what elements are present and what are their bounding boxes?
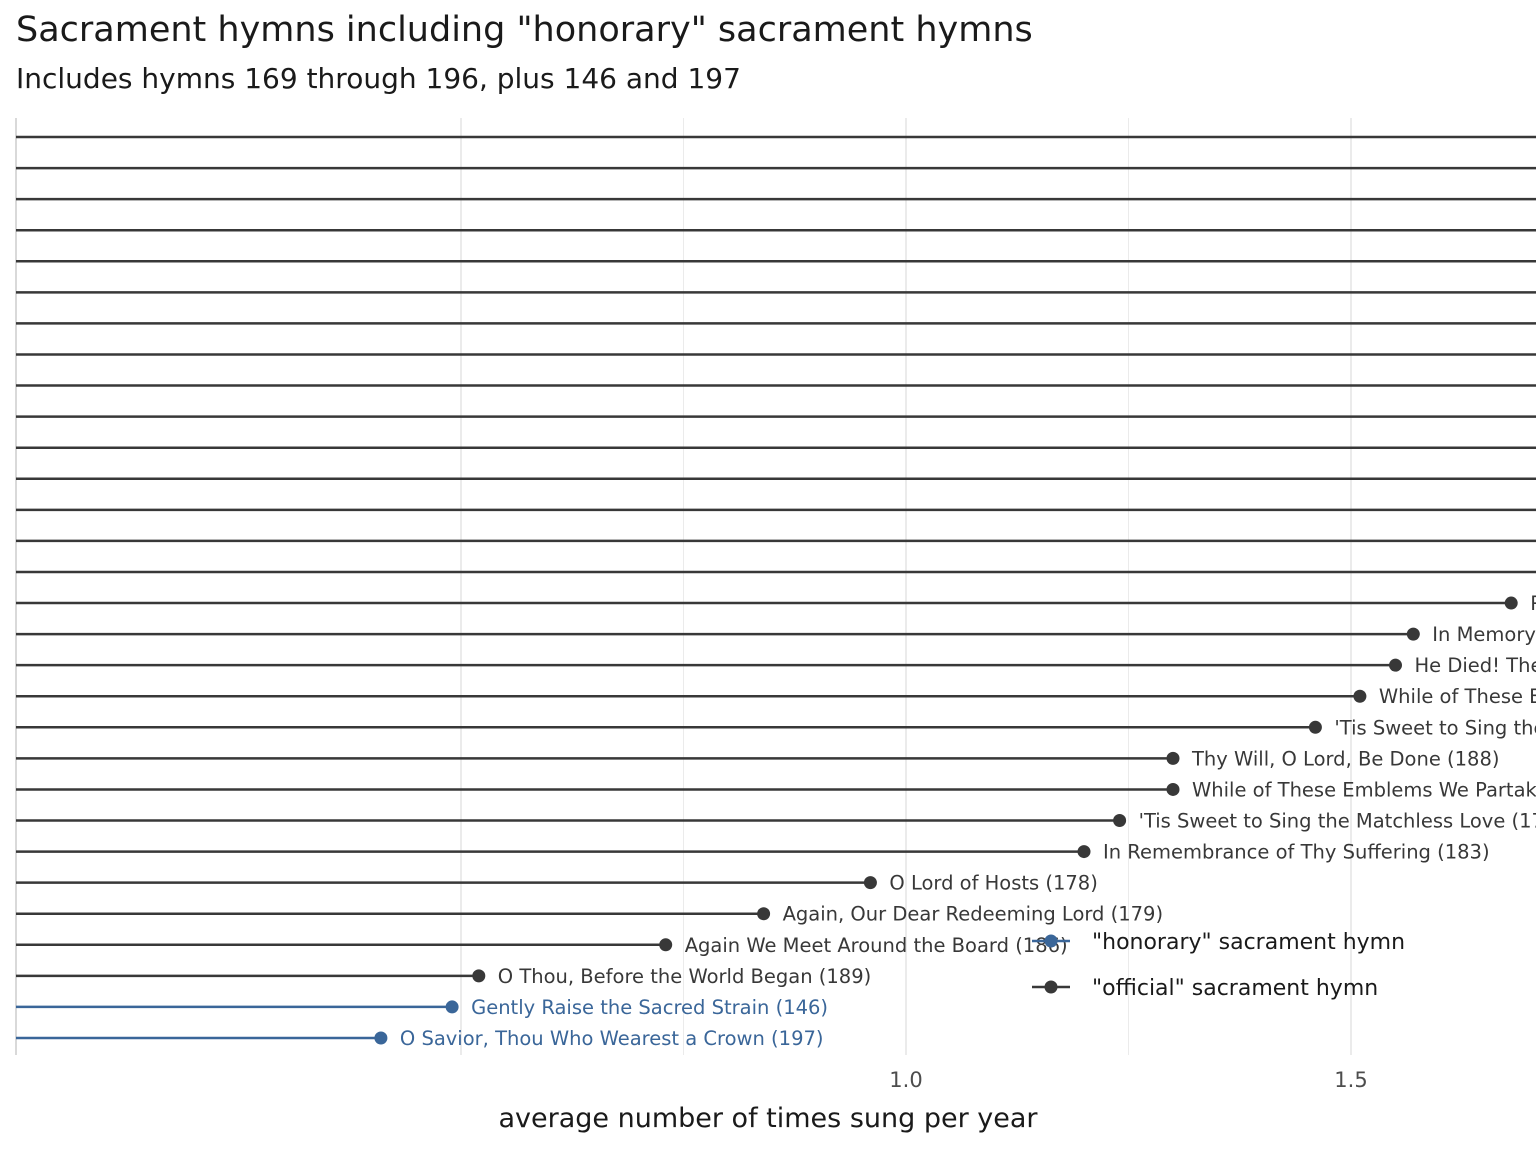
lollipop-point <box>1504 596 1518 610</box>
x-tick-label: 1.5 <box>1334 1068 1367 1092</box>
lollipop-point <box>1389 658 1402 672</box>
lollipop-point <box>659 938 673 952</box>
point-label: While of These Emblems We Partake (174) <box>1379 685 1536 708</box>
point-label: While of These Emblems We Partake (173) <box>1192 778 1536 801</box>
lollipop-point <box>472 969 486 983</box>
point-label: 'Tis Sweet to Sing the Matchless Love (1… <box>1334 716 1536 739</box>
point-label: O Savior, Thou Who Wearest a Crown (197) <box>400 1027 824 1050</box>
point-label: O Lord of Hosts (178) <box>889 872 1097 895</box>
legend: "honorary" sacrament hymn "official" sacr… <box>1032 930 1405 1001</box>
point-label: Thy Will, O Lord, Be Done (188) <box>1191 747 1499 770</box>
legend-label: "official" sacrament hymn <box>1092 976 1378 1001</box>
chart-title: Sacrament hymns including "honorary" sac… <box>16 10 1033 50</box>
x-axis-label: average number of times sung per year <box>498 1103 1038 1134</box>
chart-subtitle: Includes hymns 169 through 196, plus 146… <box>16 62 741 95</box>
point-label: Again We Meet Around the Board (186) <box>685 934 1068 957</box>
lollipop-point <box>863 876 877 890</box>
lollipop-point <box>1308 720 1322 734</box>
lollipop-point <box>445 1000 459 1014</box>
lollipop-point <box>1113 814 1127 828</box>
point-labels: I Stand All Amazed (193)In Humility, Our… <box>400 592 1536 1050</box>
point-label: Again, Our Dear Redeeming Lord (179) <box>783 903 1163 926</box>
x-axis-ticks: 1.01.52.02.53.0 <box>889 1068 1367 1092</box>
legend-key-point <box>1044 934 1058 948</box>
legend-label: "honorary" sacrament hymn <box>1092 930 1405 955</box>
lollipop-points <box>374 596 1518 1045</box>
lollipop-point <box>1406 627 1420 641</box>
lollipop-point <box>1166 782 1180 796</box>
x-tick-label: 1.0 <box>889 1068 922 1092</box>
legend-item-honorary: "honorary" sacrament hymn <box>1032 930 1405 955</box>
lollipop-point <box>757 907 771 921</box>
lollipop-stems <box>16 135 1536 1040</box>
point-label: He Died! The Great Redeemer Died (192) <box>1415 654 1536 677</box>
gridlines <box>15 118 1352 1055</box>
point-label: Gently Raise the Sacred Strain (146) <box>471 996 828 1019</box>
legend-item-official: "official" sacrament hymn <box>1032 976 1378 1001</box>
point-label: O Thou, Before the World Began (189) <box>498 965 871 988</box>
point-label: 'Tis Sweet to Sing the Matchless Love (1… <box>1139 810 1536 833</box>
point-label: In Remembrance of Thy Suffering (183) <box>1103 841 1490 864</box>
legend-key-point <box>1044 980 1058 994</box>
point-label: In Memory of the Crucified (190) <box>1432 623 1536 646</box>
lollipop-point <box>1077 845 1091 859</box>
lollipop-point <box>374 1031 388 1045</box>
lollipop-point <box>1166 751 1180 765</box>
lollipop-point <box>1353 689 1367 703</box>
point-label: Reverently and Meekly Now (185) <box>1530 592 1536 615</box>
